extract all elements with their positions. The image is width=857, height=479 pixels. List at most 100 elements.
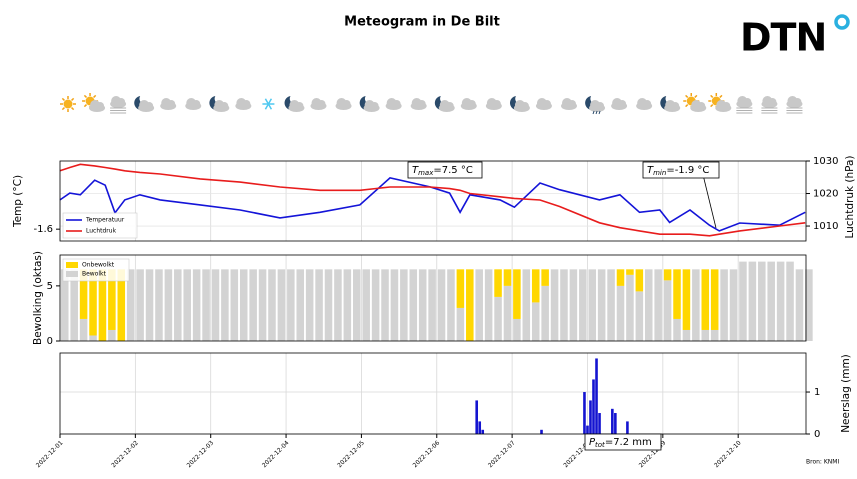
bar-segment: [663, 280, 672, 341]
bar-segment: [183, 269, 191, 341]
bar: [592, 379, 595, 434]
logo: DTN: [740, 16, 826, 60]
y-tick-label: 1: [814, 387, 820, 398]
bar-segment: [117, 269, 126, 341]
legend-label: Bewolkt: [82, 271, 107, 278]
bar-segment: [805, 269, 813, 341]
bar-segment: [531, 302, 540, 341]
bar-segment: [305, 269, 314, 341]
icon-ray: [71, 97, 75, 101]
legend-swatch: [66, 262, 78, 268]
icon-cloud: [643, 100, 652, 108]
annotation: Ptot=7.2 mm: [589, 437, 652, 449]
bar-segment: [79, 318, 88, 341]
bar: [598, 413, 601, 434]
bar-segment: [409, 269, 418, 341]
icon-cloud: [596, 102, 605, 110]
annotation-text: =7.5 °C: [433, 165, 472, 176]
bar-segment: [494, 296, 502, 341]
x-tick-label: 2022-12-04: [261, 439, 291, 469]
bar: [540, 429, 543, 434]
bar-segment: [616, 269, 625, 286]
annotation-arrow: [703, 177, 717, 229]
bar: [583, 392, 586, 434]
x-tick-label: 2022-12-10: [713, 439, 743, 469]
bar-segment: [211, 269, 220, 341]
icon-cloud: [445, 102, 454, 110]
bar-segment: [456, 269, 465, 308]
bar-segment: [673, 318, 681, 341]
bar-segment: [644, 269, 653, 341]
bar-segment: [513, 269, 521, 319]
y2-axis-title: Luchtdruk (hPa): [844, 155, 856, 238]
icon-ray: [83, 104, 88, 108]
y-axis-title: Bewolking (oktas): [32, 251, 44, 345]
x-tick-label: 2022-12-06: [412, 439, 442, 469]
y-tick-label: 0: [814, 429, 820, 440]
annotation-symbol: T: [412, 165, 419, 176]
bar-segment: [89, 335, 97, 341]
bar-segment: [692, 269, 700, 341]
bar-segment: [287, 269, 295, 341]
annotation-subscript: max: [418, 169, 434, 177]
annotation-symbol: T: [647, 165, 654, 176]
logo-dot: [834, 14, 850, 30]
bar-segment: [776, 261, 785, 341]
bar-segment: [315, 269, 323, 341]
icon-cloud: [467, 100, 476, 108]
source: Bron: KNMI: [806, 459, 839, 466]
y2-tick-label: 1010: [813, 221, 838, 232]
bar-segment: [324, 269, 333, 341]
title: Meteogram in De Bilt: [344, 15, 500, 30]
bar-segment: [616, 285, 625, 341]
bar-segment: [221, 269, 229, 341]
icon-snow: [264, 98, 273, 110]
weather-icons: [60, 93, 803, 115]
bar-segment: [550, 269, 559, 341]
bar-segment: [192, 269, 201, 341]
icon-cloud: [618, 100, 627, 108]
legend-box: [62, 212, 138, 239]
x-tick-label: 2022-12-03: [186, 439, 216, 469]
bar-segment: [682, 329, 691, 341]
bar-segment: [635, 291, 644, 341]
bar-segment: [682, 269, 691, 330]
y2-tick-label: 1020: [813, 189, 838, 200]
bar-segment: [371, 269, 380, 341]
icon-cloud: [492, 100, 501, 108]
annotation-subscript: min: [653, 169, 666, 177]
icon-cloud: [295, 102, 304, 110]
icon-sun: [63, 99, 73, 109]
bar-segment: [126, 269, 135, 341]
bar: [478, 421, 482, 434]
annotation: Tmin=-1.9 °C: [647, 165, 709, 177]
annotation-text: =7.2 mm: [605, 437, 652, 448]
bar-segment: [89, 269, 97, 336]
icon-cloud: [167, 100, 176, 108]
icon-cloud: [793, 98, 802, 106]
bar-segment: [381, 269, 389, 341]
x-tick-label: 2022-12-01: [35, 439, 65, 469]
bar: [589, 400, 592, 434]
icon-cloud: [542, 100, 551, 108]
bar-segment: [79, 269, 88, 319]
icon-rain: [595, 110, 598, 115]
icon-cloud: [317, 100, 326, 108]
bar: [614, 413, 617, 434]
icon-ray: [694, 94, 698, 98]
y-tick-label: 5: [47, 281, 53, 292]
bar-segment: [343, 269, 352, 341]
icon-ray: [685, 104, 689, 108]
bar-segment: [739, 261, 747, 341]
bar: [475, 400, 479, 434]
bar-segment: [701, 269, 710, 330]
bar-segment: [70, 269, 78, 341]
bar-segment: [758, 261, 766, 341]
bar: [611, 408, 614, 434]
icon-ray: [61, 97, 65, 101]
icon-ray: [61, 107, 65, 111]
bar-segment: [352, 269, 361, 341]
icon-cloud: [568, 100, 576, 108]
bar-segment: [108, 269, 116, 330]
plot-frame: [59, 254, 807, 342]
